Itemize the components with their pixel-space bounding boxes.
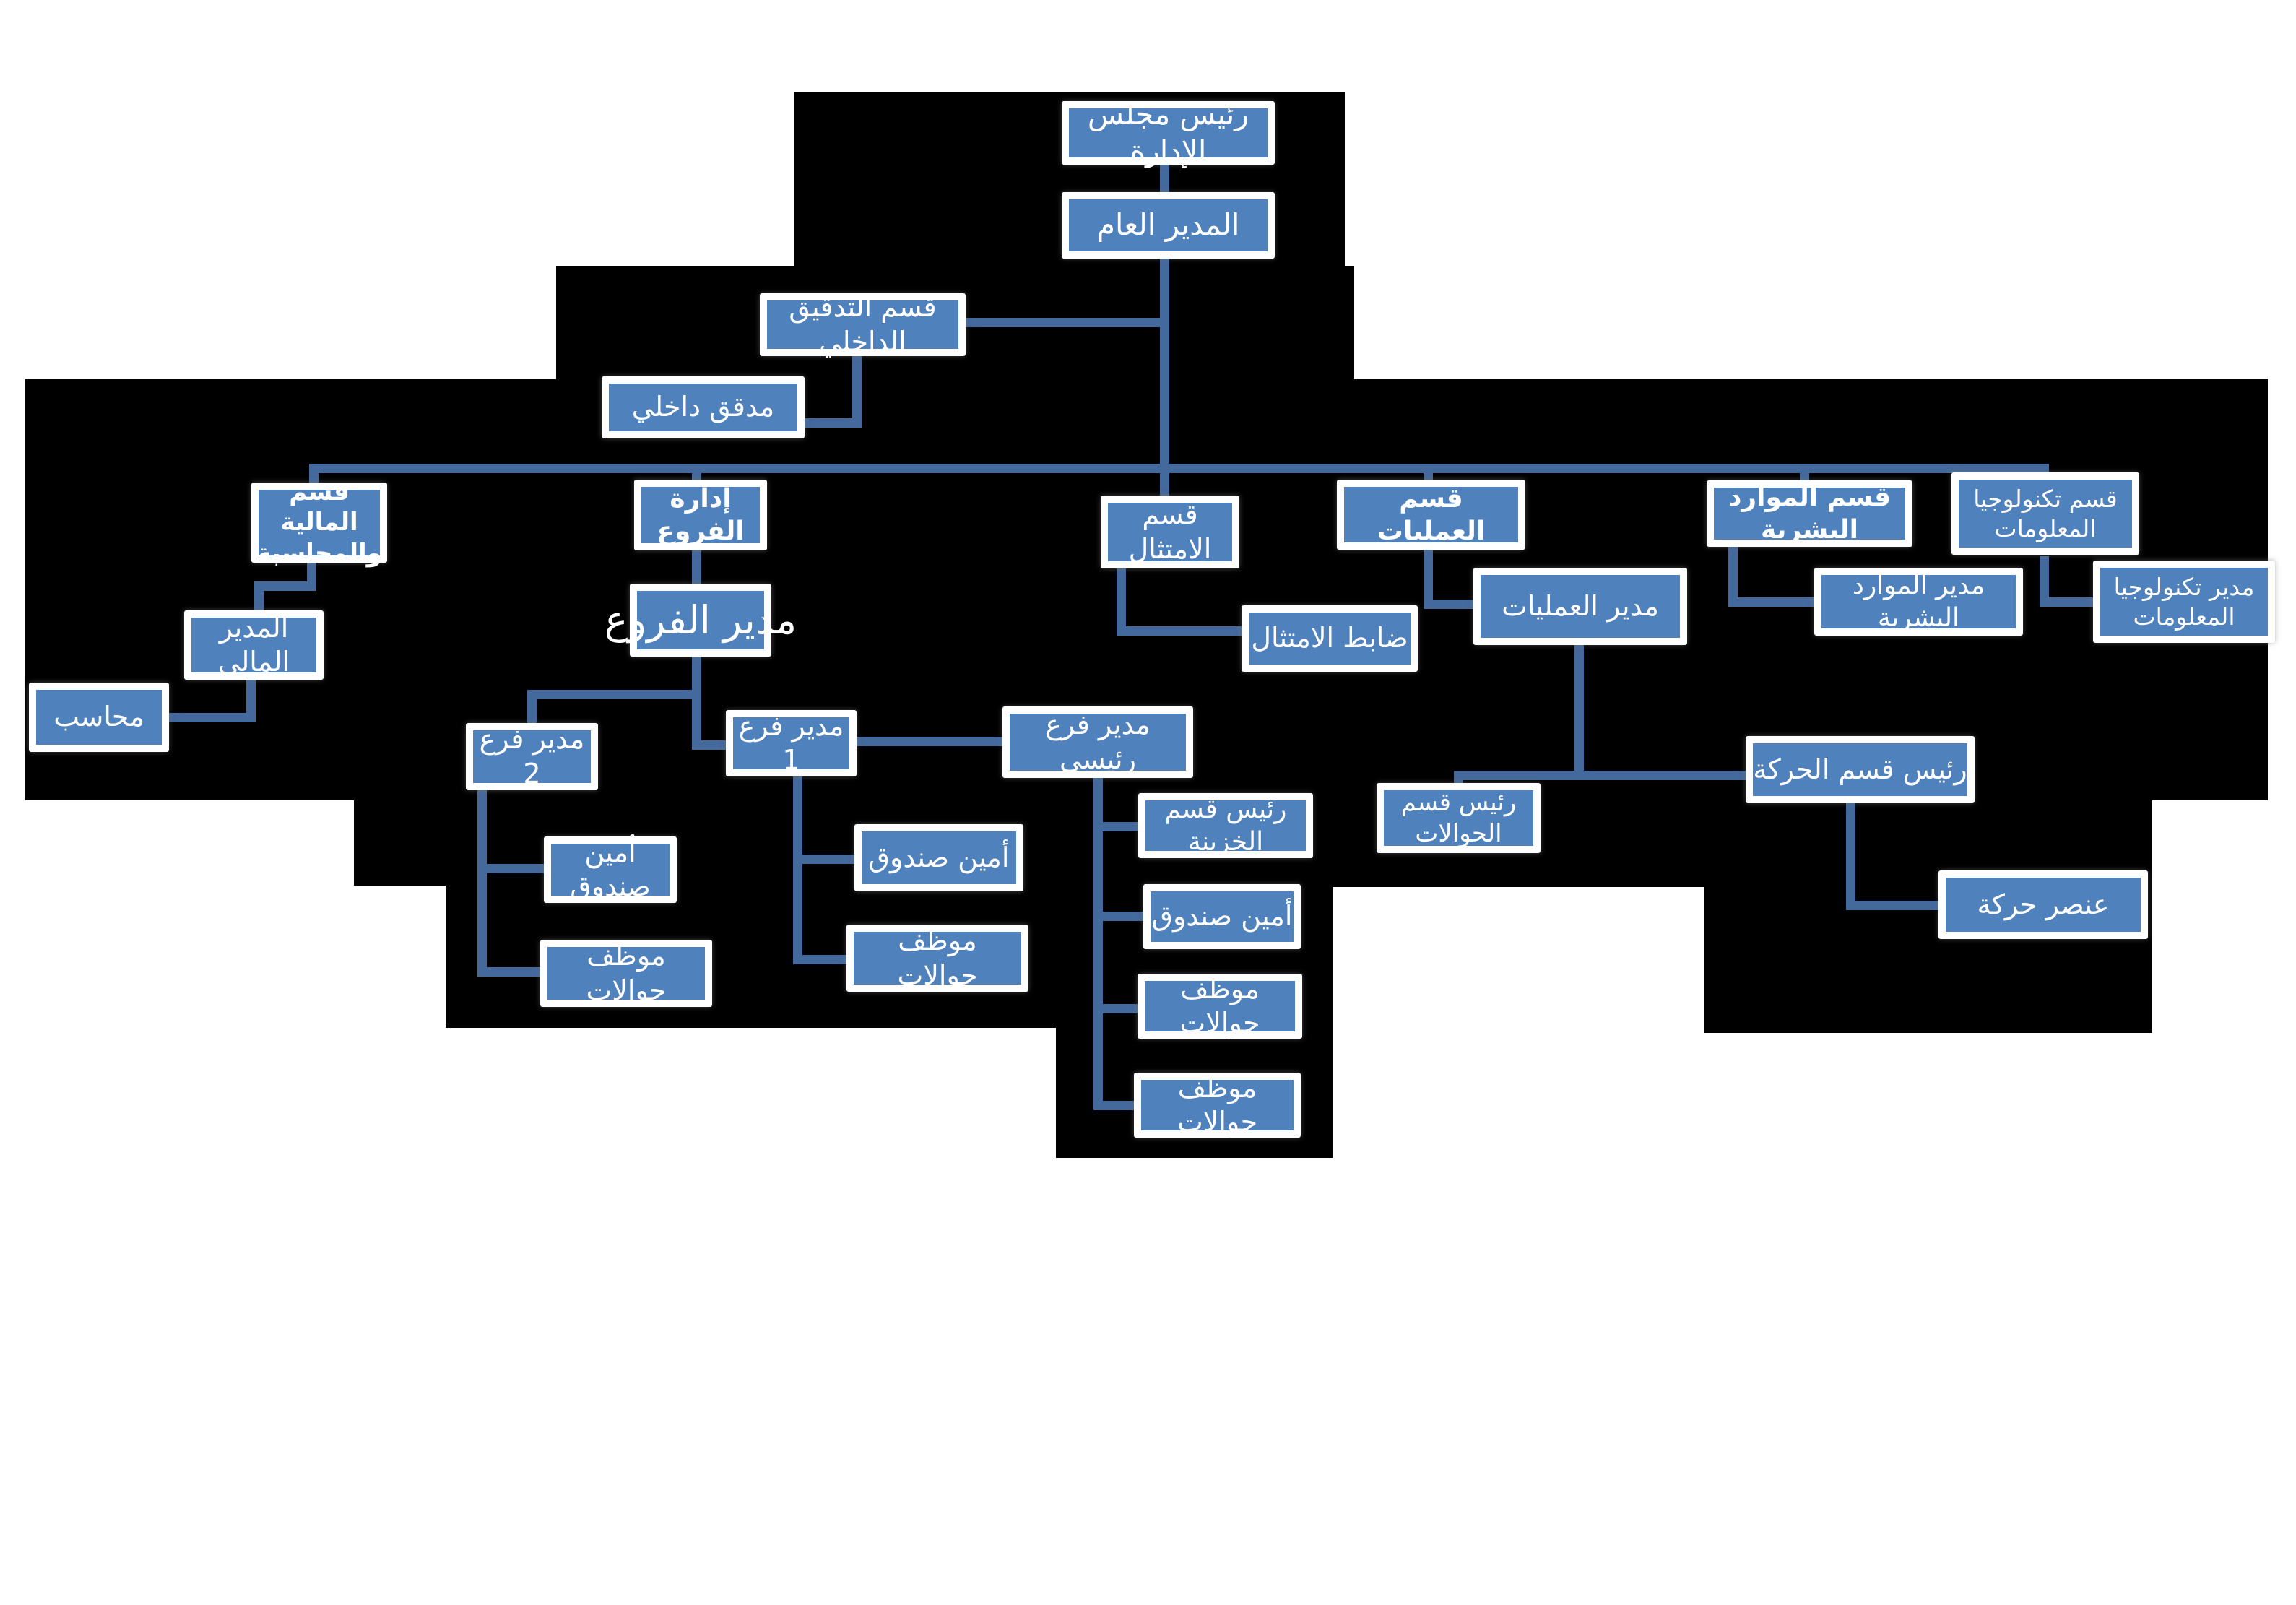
org-node-b1-transfer-clerk: موظف حوالات [846,925,1028,992]
connector-bmgr-branch2-v [527,690,537,726]
connector-fm-accountant-v [246,678,256,722]
backdrop-patch [354,800,446,886]
org-node-it-dept: قسم تكنولوجيا المعلومات [1951,472,2139,555]
connector-branch2-clerk [477,967,546,977]
org-node-branch2-manager: مدير فرع 2 [466,723,598,790]
connector-mainbranch-clerk2 [1093,1101,1140,1110]
connector-hr-mgr-h [1728,597,1819,607]
connector-mainbranch-cashier [1093,912,1150,921]
connector-hr-mgr-v [1728,545,1738,607]
connector-audit-trunk [966,318,1165,327]
connector-badmin-bmgr [692,549,701,587]
org-node-branches-admin: إدارة الفروع [634,480,767,550]
connector-movement-member-h [1846,901,1944,910]
org-node-operations-dept: قسم العمليات [1337,480,1525,550]
org-node-it-manager: مدير تكنولوجيا المعلومات [2093,561,2275,643]
connector-gm-trunk [1160,259,1169,498]
connector-finance-fm-h [254,581,316,591]
connector-branch1-rail [793,776,802,964]
org-node-general-manager: المدير العام [1062,192,1275,259]
connector-ops-mgr-h [1424,600,1478,609]
connector-branch1-mainbranch [856,737,1004,746]
connector-main-rail [309,464,2049,473]
connector-chairman-gm [1160,164,1169,193]
org-node-transfers-head: رئيس قسم الحوالات [1377,783,1541,853]
org-node-mb-transfer-clerk1: موظف حوالات [1138,973,1302,1039]
org-node-b2-transfer-clerk: موظف حوالات [540,940,712,1007]
connector-mainbranch-clerk1 [1093,1004,1144,1013]
connector-opsmgr-rail-v [1574,643,1584,780]
connector-bmgr-branch2-h [527,690,701,699]
connector-finance-fm-v2 [254,581,264,614]
org-node-hr-manager: مدير الموارد البشرية [1814,568,2023,636]
org-node-chairman: رئيس مجلس الإدارة [1062,97,1275,168]
connector-ops-mgr-v [1424,548,1433,609]
connector-mainbranch-rail [1093,776,1103,1110]
connector-auditor-v [852,356,862,428]
connector-compliance-officer-h [1117,626,1247,636]
connector-branch1-cashier [793,855,859,864]
org-node-compliance-officer: ضابط الامتثال [1242,605,1418,672]
connector-opsmgr-rail-h [1454,771,1750,780]
connector-fm-accountant-h [168,713,256,722]
org-node-internal-auditor: مدقق داخلي [602,376,805,438]
org-node-mb-cashier: أمين صندوق [1143,884,1301,949]
org-node-financial-manager: المدير المالي [184,610,324,680]
connector-movement-member-v [1846,802,1855,910]
org-node-accountant: محاسب [29,683,169,752]
connector-compliance-officer-v [1117,567,1126,636]
connector-bmgr-branch1-h [692,740,735,750]
org-node-movement-head: رئيس قسم الحركة [1746,736,1975,803]
org-node-compliance-dept: قسم الامتثال [1101,496,1239,568]
connector-it-mgr-v [2040,556,2049,607]
org-node-main-branch-manager: مدير فرع رئيسي [1002,706,1193,778]
org-node-hr-dept: قسم الموارد البشرية [1707,480,1912,547]
connector-branch2-cashier [477,864,550,873]
connector-it-mgr-h [2040,597,2099,607]
org-node-b1-cashier: أمين صندوق [854,824,1023,891]
org-node-b2-cashier: أمين صندوق [544,836,677,903]
org-node-operations-manager: مدير العمليات [1473,568,1687,645]
org-node-movement-member: عنصر حركة [1938,870,2148,939]
connector-mainbranch-treasury [1093,822,1144,831]
org-node-branch1-manager: مدير فرع 1 [726,710,857,776]
connector-branch2-rail [477,787,487,977]
connector-auditor-h [805,418,859,428]
org-node-branches-manager: مدير الفروع [605,584,797,657]
org-node-finance-dept: قسم المالية والمحاسبة [251,477,387,568]
connector-branch1-clerk [793,955,852,964]
connector-finance-stub [309,464,319,485]
org-node-internal-audit-dept: قسم التدقيق الداخلي [760,291,966,358]
org-node-mb-transfer-clerk2: موظف حوالات [1134,1072,1301,1138]
org-node-treasury-head: رئيس قسم الخزينة [1138,793,1313,858]
connector-bmgr-down [692,656,701,750]
